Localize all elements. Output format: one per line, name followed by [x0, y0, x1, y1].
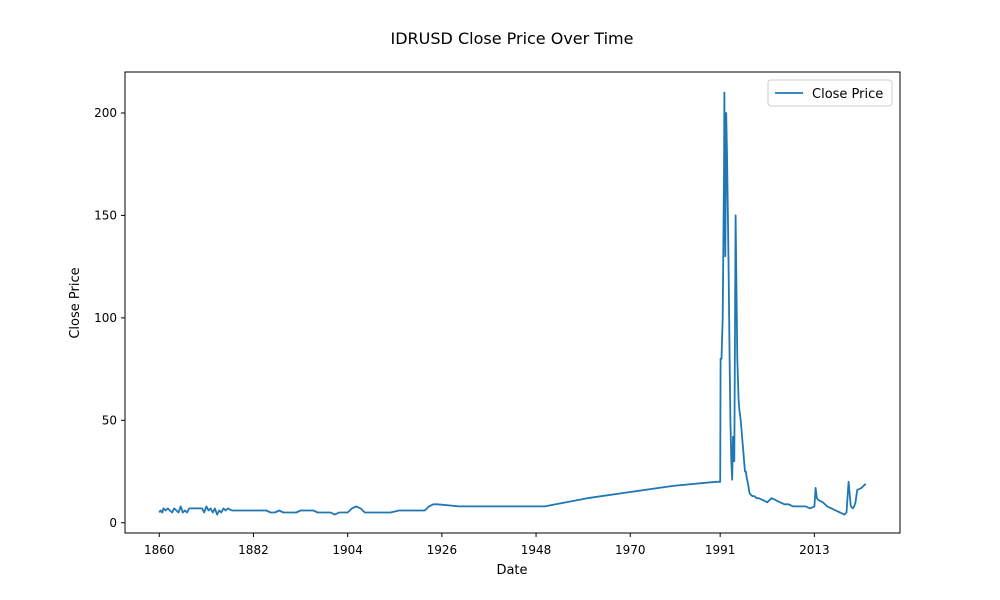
x-tick-label: 1926: [427, 543, 458, 557]
x-tick-label: 1970: [615, 543, 646, 557]
y-tick-label: 50: [102, 413, 117, 427]
plot-area: [158, 91, 867, 516]
axes: 1860 1882 1904 1926 1948 1970 1991 2013 0 50 100 15…: [94, 71, 901, 557]
x-tick-label: 1991: [705, 543, 736, 557]
legend-label: Close Price: [812, 87, 883, 102]
y-tick-label: 200: [94, 106, 117, 120]
y-axis-label: Close Price: [68, 267, 83, 338]
series-line-0: [158, 91, 867, 516]
legend-box: [767, 79, 893, 107]
y-tick-label: 100: [94, 311, 117, 325]
chart-title: IDRUSD Close Price Over Time: [391, 29, 634, 48]
plot-frame: [124, 71, 901, 534]
x-tick-label: 1948: [521, 543, 552, 557]
legend: Close Price: [767, 79, 893, 107]
y-tick-label: 0: [109, 516, 117, 530]
y-tick-label: 150: [94, 208, 117, 222]
x-tick-label: 1882: [238, 543, 269, 557]
x-tick-label: 2013: [799, 543, 830, 557]
x-tick-label: 1860: [144, 543, 175, 557]
x-axis-label: Date: [496, 563, 527, 578]
x-tick-label: 1904: [332, 543, 363, 557]
